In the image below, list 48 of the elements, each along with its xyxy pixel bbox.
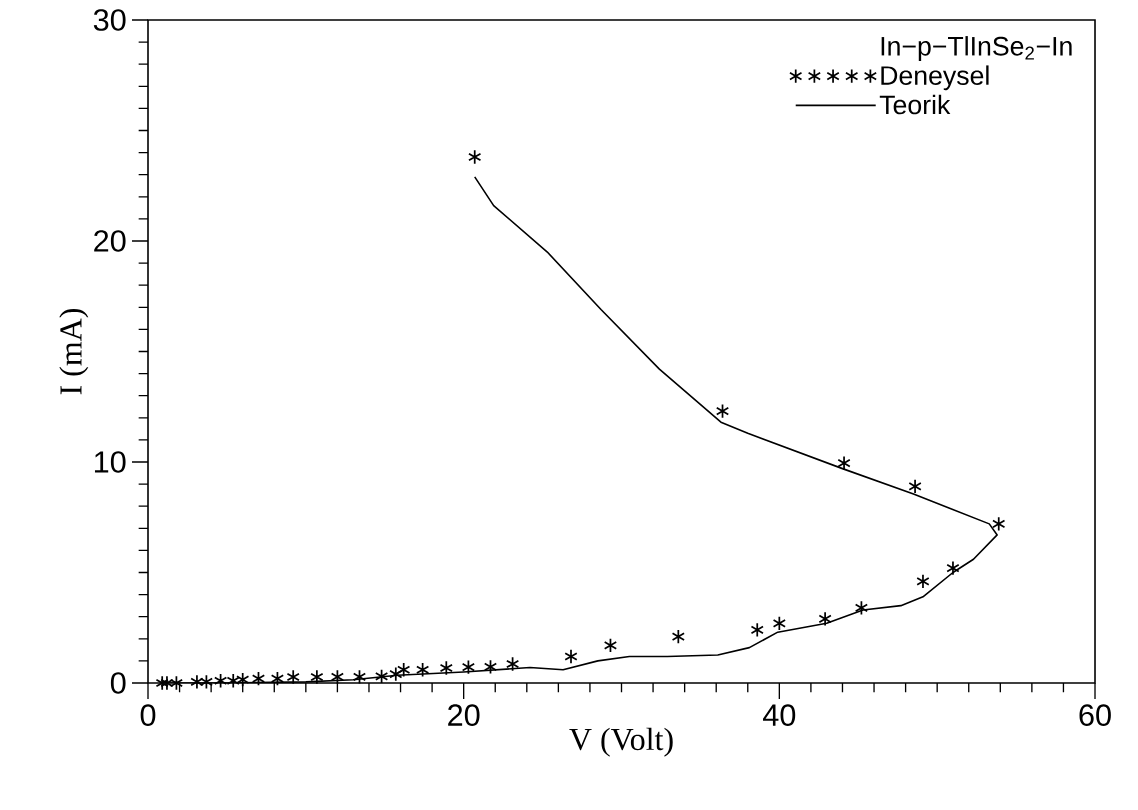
point	[236, 672, 250, 688]
point	[461, 659, 476, 675]
point	[352, 669, 367, 685]
point	[946, 560, 960, 576]
x-tick-label: 20	[448, 704, 480, 726]
point	[671, 629, 685, 645]
point	[483, 659, 498, 675]
point	[439, 660, 453, 676]
x-axis-title: V (Volt)	[569, 727, 673, 757]
point	[468, 149, 482, 165]
point	[310, 669, 324, 685]
point	[750, 622, 764, 638]
point	[916, 573, 930, 589]
y-tick-label: 10	[94, 451, 126, 473]
x-tick-label: 0	[140, 704, 156, 726]
x-tick-label: 60	[1079, 704, 1111, 726]
y-tick-label: 20	[94, 230, 126, 252]
point	[213, 673, 228, 689]
point	[270, 671, 285, 687]
y-axis-title: I (mA)	[59, 308, 89, 395]
y-tick-label: 30	[93, 9, 126, 31]
point	[190, 674, 204, 690]
legend-title: In−p−TlInSe$_{2}$−In	[881, 36, 1072, 61]
point	[854, 600, 869, 616]
point	[415, 662, 430, 678]
y-tick-label: 0	[110, 672, 126, 694]
point	[715, 403, 730, 419]
point	[169, 675, 184, 691]
point	[226, 673, 240, 689]
point	[155, 675, 169, 691]
point	[374, 668, 389, 684]
x-tick-label: 40	[763, 704, 796, 726]
point	[992, 516, 1006, 532]
point	[389, 666, 403, 682]
legend-label: Teorik	[879, 94, 951, 115]
point	[505, 656, 520, 672]
point	[286, 669, 300, 685]
point	[199, 674, 214, 690]
legend-label: Deneysel	[881, 65, 989, 91]
point	[397, 662, 411, 678]
point	[908, 478, 922, 494]
point	[772, 615, 786, 631]
point	[251, 671, 266, 687]
point	[330, 669, 345, 685]
point	[818, 611, 832, 627]
point	[564, 648, 578, 665]
point	[837, 455, 851, 471]
point	[603, 637, 618, 653]
